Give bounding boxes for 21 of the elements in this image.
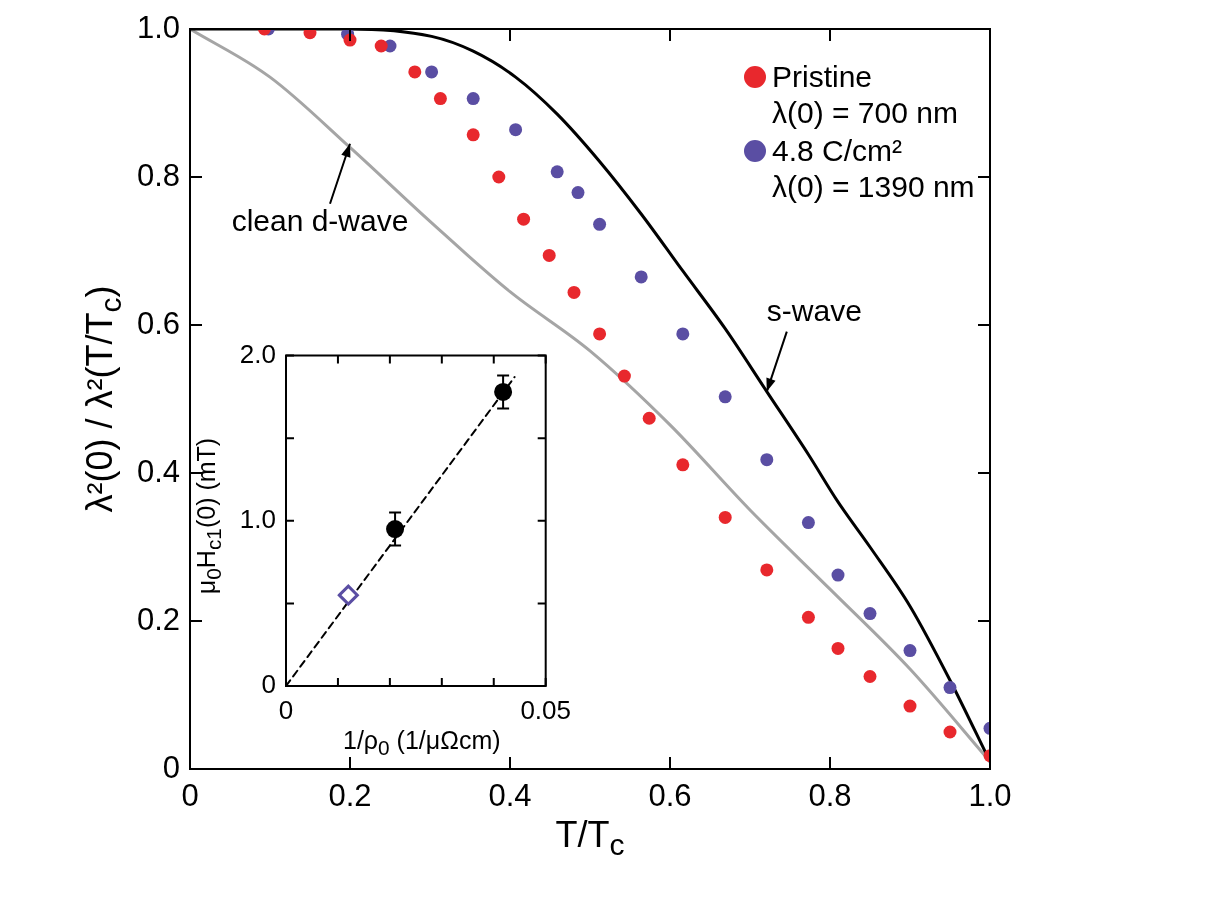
y-tick-label: 2.0 [239, 338, 276, 369]
legend-label: 4.8 C/cm² λ(0) = 1390 nm [772, 133, 975, 205]
x-tick-label: 0.4 [488, 778, 532, 814]
x-tick-label: 0.05 [520, 694, 571, 725]
x-tick-label: 1.0 [968, 778, 1012, 814]
x-tick-label: 0.6 [648, 778, 692, 814]
y-tick-label: 1.0 [136, 9, 180, 45]
annotation: s-wave [766, 293, 862, 327]
x-axis-title: T/T$_{c}$ [555, 814, 625, 863]
x-axis-title: 1/ρ$_{0}$ (1/μΩcm) [343, 726, 501, 760]
y-tick-label: 0.6 [136, 305, 180, 341]
y-tick-label: 0.8 [136, 157, 180, 193]
annotation: clean d-wave [231, 203, 409, 237]
y-tick-label: 1.0 [239, 503, 276, 534]
x-tick-label: 0.2 [328, 778, 372, 814]
y-tick-label: 0 [162, 749, 180, 785]
y-tick-label: 0.2 [136, 601, 180, 637]
y-tick-label: 0.4 [136, 453, 180, 489]
x-tick-label: 0.8 [808, 778, 852, 814]
y-tick-label: 0 [261, 669, 276, 700]
legend-label: Pristine λ(0) = 700 nm [772, 59, 958, 131]
